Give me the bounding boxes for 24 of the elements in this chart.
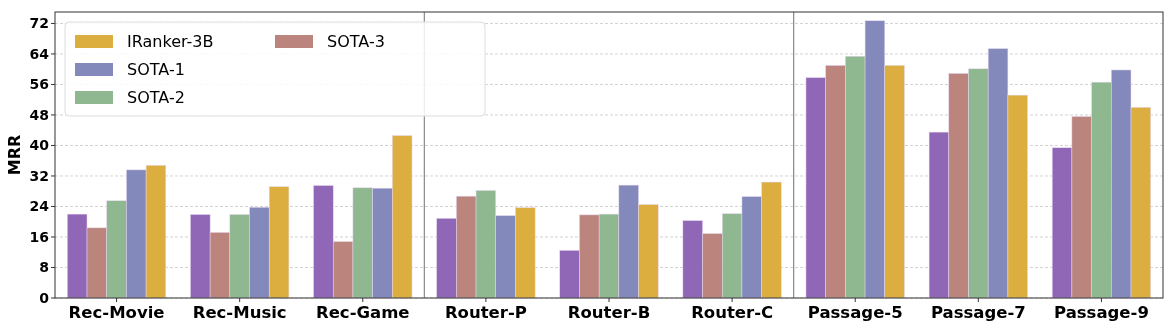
y-tick-label: 32 xyxy=(29,167,49,184)
y-axis-title: MRR xyxy=(5,134,24,176)
x-tick-label: Passage-9 xyxy=(1053,303,1149,322)
x-tick-label: Passage-7 xyxy=(930,303,1026,322)
y-tick-label: 72 xyxy=(29,15,49,32)
x-tick-label: Router-B xyxy=(567,303,651,322)
legend-label: SOTA-3 xyxy=(327,31,385,51)
y-tick-label: 8 xyxy=(39,259,49,276)
y-tick-label: 16 xyxy=(29,228,49,245)
x-tick-label: Router-P xyxy=(444,303,527,322)
y-tick-label: 56 xyxy=(29,76,49,93)
x-tick-label: Rec-Music xyxy=(192,303,287,322)
y-tick-label: 40 xyxy=(29,137,50,154)
legend-label: IRanker-3B xyxy=(127,31,214,51)
y-tick-label: 24 xyxy=(29,198,50,215)
x-tick-label: Passage-5 xyxy=(807,303,903,322)
y-tick-label: 0 xyxy=(39,289,50,306)
legend-label: SOTA-1 xyxy=(127,59,185,79)
y-tick-label: 64 xyxy=(29,45,50,62)
y-tick-label: 48 xyxy=(29,106,49,123)
x-tick-label: Rec-Movie xyxy=(68,303,165,322)
legend-label: SOTA-2 xyxy=(127,87,185,107)
x-tick-label: Router-C xyxy=(691,303,774,322)
x-tick-label: Rec-Game xyxy=(315,303,410,322)
